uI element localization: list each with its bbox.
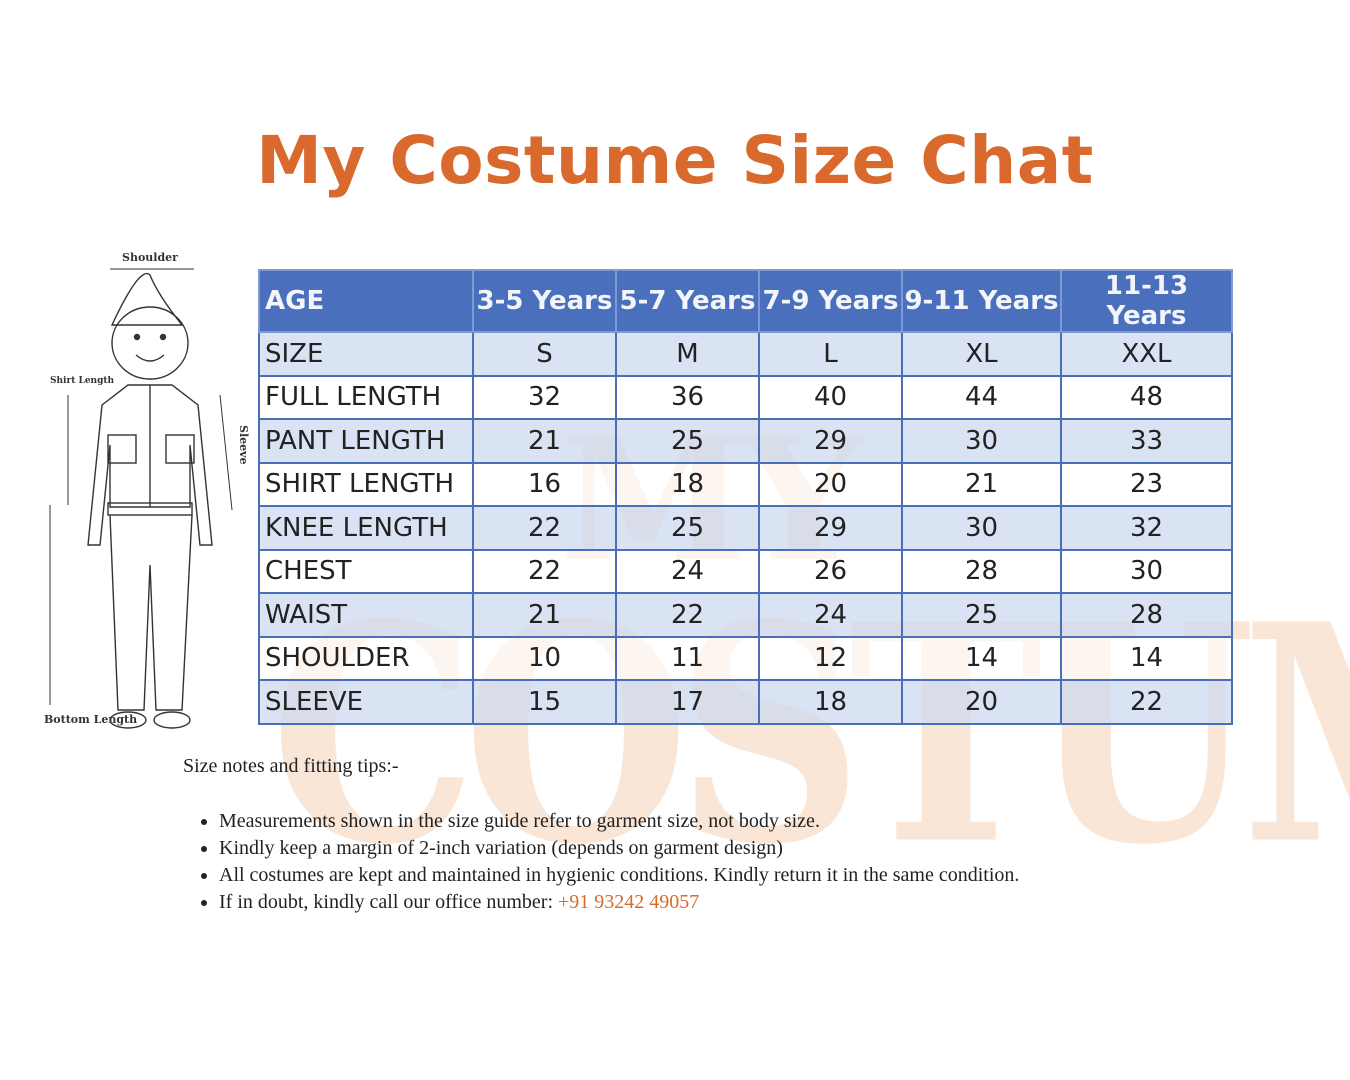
value-cell: L — [758, 331, 903, 377]
value-cell: 36 — [615, 374, 760, 420]
page-title: My Costume Size Chat — [256, 122, 1094, 199]
row-label-cell: SHIRT LENGTH — [258, 461, 474, 507]
value-cell: 23 — [1060, 461, 1233, 507]
value-cell: 33 — [1060, 418, 1233, 464]
notes-list: Measurements shown in the size guide ref… — [183, 808, 1019, 916]
value-cell: 18 — [758, 679, 903, 725]
value-cell: 48 — [1060, 374, 1233, 420]
table-row: SLEEVE 15 17 18 20 22 — [258, 679, 1233, 725]
header-cell: AGE — [258, 269, 474, 333]
row-label-cell: SHOULDER — [258, 635, 474, 681]
boy-measurement-figure: Shoulder Shirt Length Bottom Length Slee… — [44, 251, 250, 729]
value-cell: 20 — [901, 679, 1062, 725]
row-label-cell: CHEST — [258, 548, 474, 594]
table-row: WAIST 21 22 24 25 28 — [258, 592, 1233, 638]
value-cell: 24 — [758, 592, 903, 638]
row-label-cell: WAIST — [258, 592, 474, 638]
table-row: SHIRT LENGTH 16 18 20 21 23 — [258, 461, 1233, 507]
bottom-length-label: Bottom Length — [44, 713, 137, 726]
value-cell: 30 — [901, 505, 1062, 551]
value-cell: XL — [901, 331, 1062, 377]
value-cell: 21 — [472, 418, 617, 464]
value-cell: 40 — [758, 374, 903, 420]
sleeve-arrow — [219, 394, 233, 511]
value-cell: XXL — [1060, 331, 1233, 377]
value-cell: 22 — [472, 548, 617, 594]
table-row: PANT LENGTH 21 25 29 30 33 — [258, 418, 1233, 464]
value-cell: 29 — [758, 505, 903, 551]
note-text: Measurements shown in the size guide ref… — [219, 810, 820, 832]
value-cell: 25 — [615, 418, 760, 464]
value-cell: 25 — [615, 505, 760, 551]
value-cell: M — [615, 331, 760, 377]
header-cell: 5-7 Years — [615, 269, 760, 333]
value-cell: 11 — [615, 635, 760, 681]
value-cell: 20 — [758, 461, 903, 507]
value-cell: 30 — [1060, 548, 1233, 594]
row-label-cell: PANT LENGTH — [258, 418, 474, 464]
note-item: If in doubt, kindly call our office numb… — [219, 889, 1019, 916]
value-cell: 32 — [472, 374, 617, 420]
value-cell: 22 — [472, 505, 617, 551]
note-text: If in doubt, kindly call our office numb… — [219, 891, 558, 913]
header-cell: 7-9 Years — [758, 269, 903, 333]
boy-outline — [87, 272, 213, 729]
note-item: Kindly keep a margin of 2-inch variation… — [219, 835, 1019, 862]
row-label-cell: KNEE LENGTH — [258, 505, 474, 551]
row-label-cell: FULL LENGTH — [258, 374, 474, 420]
value-cell: 10 — [472, 635, 617, 681]
note-item: Measurements shown in the size guide ref… — [219, 808, 1019, 835]
value-cell: 22 — [1060, 679, 1233, 725]
value-cell: 29 — [758, 418, 903, 464]
table-row: FULL LENGTH 32 36 40 44 48 — [258, 374, 1233, 420]
value-cell: 28 — [901, 548, 1062, 594]
value-cell: 18 — [615, 461, 760, 507]
value-cell: 21 — [472, 592, 617, 638]
value-cell: 15 — [472, 679, 617, 725]
size-notes: Size notes and fitting tips:- Measuremen… — [183, 755, 1019, 916]
value-cell: 30 — [901, 418, 1062, 464]
note-item: All costumes are kept and maintained in … — [219, 862, 1019, 889]
value-cell: 28 — [1060, 592, 1233, 638]
note-text: All costumes are kept and maintained in … — [219, 864, 1020, 886]
header-cell: 3-5 Years — [472, 269, 617, 333]
value-cell: 14 — [901, 635, 1062, 681]
row-label-cell: SIZE — [258, 331, 474, 377]
value-cell: 26 — [758, 548, 903, 594]
table-row: CHEST 22 24 26 28 30 — [258, 548, 1233, 594]
value-cell: 21 — [901, 461, 1062, 507]
value-cell: 17 — [615, 679, 760, 725]
notes-heading: Size notes and fitting tips:- — [183, 755, 399, 777]
note-text: Kindly keep a margin of 2-inch variation… — [219, 837, 783, 859]
table-header-row: AGE 3-5 Years 5-7 Years 7-9 Years 9-11 Y… — [258, 269, 1233, 333]
shirt-length-label: Shirt Length — [50, 376, 115, 386]
table-row: SIZE S M L XL XXL — [258, 331, 1233, 377]
value-cell: 12 — [758, 635, 903, 681]
value-cell: 14 — [1060, 635, 1233, 681]
office-phone-number[interactable]: +91 93242 49057 — [558, 891, 700, 913]
value-cell: 25 — [901, 592, 1062, 638]
shoulder-label: Shoulder — [122, 251, 178, 264]
value-cell: 22 — [615, 592, 760, 638]
value-cell: 24 — [615, 548, 760, 594]
value-cell: 44 — [901, 374, 1062, 420]
size-chart-table: AGE 3-5 Years 5-7 Years 7-9 Years 9-11 Y… — [258, 269, 1233, 725]
header-cell: 9-11 Years — [901, 269, 1062, 333]
row-label-cell: SLEEVE — [258, 679, 474, 725]
value-cell: 32 — [1060, 505, 1233, 551]
sleeve-label: Sleeve — [237, 425, 250, 465]
value-cell: 16 — [472, 461, 617, 507]
value-cell: S — [472, 331, 617, 377]
table-row: SHOULDER 10 11 12 14 14 — [258, 635, 1233, 681]
table-row: KNEE LENGTH 22 25 29 30 32 — [258, 505, 1233, 551]
header-cell: 11-13 Years — [1060, 269, 1233, 333]
